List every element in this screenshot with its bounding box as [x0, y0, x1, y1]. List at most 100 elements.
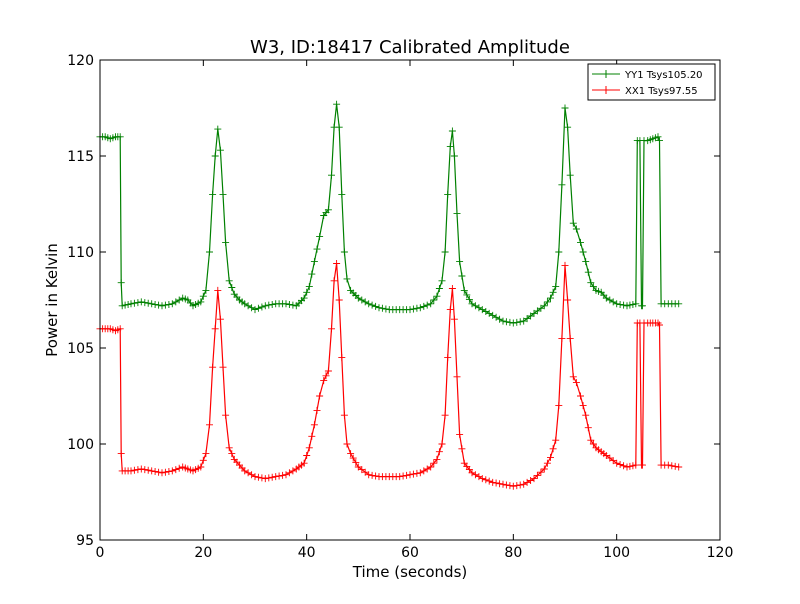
data-point-marker — [516, 481, 524, 489]
data-point-marker — [453, 210, 461, 218]
data-point-marker — [343, 275, 351, 283]
data-point-marker — [540, 465, 548, 473]
data-point-marker — [268, 473, 276, 481]
data-point-marker — [403, 471, 411, 479]
data-point-marker — [330, 277, 338, 285]
legend-box — [587, 63, 716, 101]
data-point-marker — [172, 466, 180, 474]
data-point-marker — [305, 444, 313, 452]
data-point-marker — [300, 459, 308, 467]
data-point-marker — [165, 468, 173, 475]
data-point-marker — [572, 379, 580, 387]
data-point-marker — [254, 473, 262, 481]
data-point-marker — [282, 300, 290, 308]
data-point-marker — [506, 318, 514, 326]
data-point-marker — [509, 319, 517, 327]
data-point-marker — [555, 402, 563, 410]
legend-marker-xx1 — [602, 86, 610, 94]
data-point-marker — [458, 272, 466, 280]
data-point-marker — [463, 291, 471, 299]
data-point-marker — [155, 468, 163, 476]
data-point-marker — [137, 298, 145, 306]
data-point-marker — [158, 302, 166, 310]
data-point-marker — [441, 411, 449, 419]
data-point-marker — [423, 301, 431, 309]
y-tick-label: 115 — [67, 149, 94, 165]
data-point-marker — [540, 302, 548, 310]
legend: YY1 Tsys105.20 XX1 Tsys97.55 — [587, 63, 716, 101]
data-point-marker — [396, 473, 404, 481]
data-point-marker — [216, 146, 224, 154]
data-point-marker — [228, 284, 236, 291]
data-point-marker — [558, 334, 566, 342]
data-point-marker — [441, 248, 449, 256]
data-point-marker — [582, 258, 590, 266]
data-point-marker — [616, 301, 624, 308]
data-point-marker — [261, 475, 269, 483]
data-point-marker — [206, 248, 213, 256]
data-point-marker — [365, 471, 373, 479]
data-point-marker — [127, 300, 135, 308]
data-point-marker — [629, 462, 637, 470]
data-point-marker — [209, 190, 217, 198]
data-point-marker — [216, 315, 224, 323]
data-point-marker — [333, 100, 341, 108]
data-point-marker — [456, 258, 464, 266]
data-point-marker — [199, 292, 207, 300]
data-point-marker — [420, 302, 428, 310]
data-point-marker — [453, 373, 461, 381]
data-point-marker — [209, 363, 217, 371]
data-point-marker — [313, 406, 321, 414]
data-point-marker — [328, 171, 335, 179]
data-point-marker — [117, 279, 125, 287]
data-point-marker — [489, 478, 497, 486]
data-point-marker — [671, 462, 679, 470]
data-point-marker — [589, 440, 597, 448]
data-point-marker — [543, 459, 551, 467]
data-point-marker — [433, 292, 441, 300]
y-tick-label: 105 — [67, 341, 94, 357]
data-point-marker — [303, 452, 311, 459]
data-point-marker — [251, 473, 259, 481]
data-point-marker — [316, 392, 324, 400]
data-point-marker — [347, 450, 355, 458]
data-point-marker — [117, 450, 125, 458]
y-tick-label: 95 — [76, 533, 94, 549]
series-xx1 — [96, 260, 683, 490]
y-tick-label: 120 — [67, 53, 94, 69]
data-point-marker — [582, 411, 590, 419]
data-point-marker — [572, 225, 580, 233]
data-point-marker — [349, 454, 357, 462]
data-point-marker — [564, 123, 572, 131]
data-point-marker — [620, 462, 628, 470]
data-point-marker — [127, 467, 135, 475]
data-point-marker — [533, 471, 541, 479]
data-point-marker — [569, 219, 577, 227]
data-point-marker — [626, 462, 634, 470]
data-point-marker — [430, 459, 438, 467]
data-point-marker — [368, 301, 376, 309]
data-point-marker — [197, 463, 205, 471]
data-point-marker — [513, 318, 521, 326]
data-point-marker — [175, 464, 183, 472]
data-point-marker — [279, 471, 287, 479]
data-point-marker — [378, 304, 386, 312]
data-point-marker — [413, 469, 421, 477]
data-point-marker — [587, 436, 595, 444]
data-point-marker — [543, 298, 551, 306]
data-point-marker — [675, 463, 683, 471]
data-point-marker — [458, 445, 466, 453]
data-point-marker — [116, 325, 124, 333]
data-point-marker — [506, 482, 514, 490]
data-point-marker — [372, 302, 380, 310]
data-point-marker — [558, 181, 566, 189]
data-point-marker — [547, 294, 554, 302]
x-axis-label: Time (seconds) — [352, 563, 468, 581]
data-point-marker — [626, 301, 634, 309]
plot-series — [96, 100, 683, 490]
data-point-marker — [285, 301, 293, 308]
data-point-marker — [310, 421, 318, 429]
data-point-marker — [516, 318, 524, 326]
data-point-marker — [450, 315, 458, 323]
data-point-marker — [579, 402, 587, 410]
